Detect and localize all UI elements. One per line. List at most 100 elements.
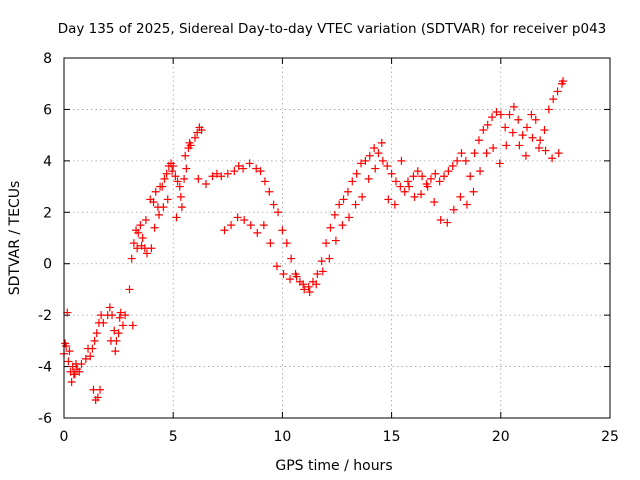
data-point [559, 77, 568, 86]
data-point [515, 141, 524, 150]
data-point [317, 257, 326, 266]
data-point [343, 187, 352, 196]
data-point [299, 280, 308, 289]
data-point [457, 149, 466, 158]
data-point [528, 133, 537, 142]
data-point [371, 164, 380, 173]
data-point [176, 192, 185, 201]
data-point [330, 210, 339, 219]
data-point [502, 141, 511, 150]
data-point [325, 254, 334, 263]
data-point [256, 167, 265, 176]
data-point [172, 213, 181, 222]
data-point [150, 223, 159, 232]
data-point [108, 311, 117, 320]
data-point [466, 172, 475, 181]
data-point [364, 174, 373, 183]
series-sdtvar [60, 77, 568, 404]
data-point [312, 280, 321, 289]
data-point [378, 156, 387, 165]
data-point [92, 329, 101, 338]
data-point [338, 221, 347, 230]
data-point [114, 329, 123, 338]
data-point [90, 336, 99, 345]
data-point [93, 393, 102, 402]
data-point [217, 172, 226, 181]
data-point [318, 267, 327, 276]
data-point [118, 321, 127, 330]
data-point [453, 156, 462, 165]
data-point [246, 221, 255, 230]
data-point [240, 216, 249, 224]
data-point [370, 144, 379, 152]
data-point [444, 167, 453, 176]
data-point [233, 213, 242, 222]
data-point [335, 200, 344, 209]
data-point [397, 156, 406, 165]
data-point [417, 190, 426, 199]
data-point [182, 164, 191, 173]
y-tick-label: 8 [43, 51, 52, 67]
data-point [384, 195, 393, 204]
data-point [125, 285, 134, 294]
data-point [278, 226, 287, 235]
data-point [527, 110, 536, 119]
data-point [269, 200, 278, 209]
data-point [259, 221, 268, 230]
data-point [116, 308, 125, 317]
data-point [403, 177, 412, 186]
data-point [252, 164, 261, 173]
data-point [358, 192, 367, 201]
data-point [523, 123, 532, 132]
data-point [391, 177, 400, 186]
data-point [541, 146, 550, 155]
data-point [63, 308, 72, 317]
x-axis-label: GPS time / hours [275, 458, 392, 474]
data-point [175, 182, 184, 191]
data-point [292, 272, 301, 281]
data-point [245, 159, 254, 168]
data-point [436, 216, 445, 224]
data-point [540, 126, 549, 134]
data-point [305, 288, 314, 296]
data-point [326, 223, 335, 232]
data-point [69, 370, 78, 379]
data-point [531, 115, 540, 124]
data-point [405, 182, 414, 191]
data-point [133, 244, 142, 253]
data-point [492, 108, 501, 116]
data-point [300, 285, 309, 294]
data-point [352, 169, 361, 178]
chart-title: Day 135 of 2025, Sidereal Day-to-day VTE… [58, 21, 607, 37]
data-point [476, 167, 485, 176]
data-point [86, 352, 95, 361]
data-point [129, 239, 138, 248]
data-point [158, 182, 167, 191]
data-point [138, 234, 147, 242]
data-point [390, 200, 399, 209]
data-point [160, 174, 169, 183]
data-point [286, 275, 295, 284]
data-point [482, 149, 491, 158]
data-point [470, 149, 479, 158]
data-point [479, 126, 488, 134]
x-tick-label: 5 [169, 429, 178, 445]
axis-ticks: 0 5 10 15 20 25 -6 -4 -2 0 2 4 6 8 [38, 51, 619, 445]
data-point [521, 151, 530, 160]
data-point [201, 180, 210, 188]
data-point [443, 218, 452, 227]
y-tick-label: -2 [38, 308, 52, 324]
data-point [508, 128, 517, 137]
data-point [505, 110, 514, 119]
data-point [239, 164, 248, 173]
data-point [253, 228, 262, 237]
y-tick-label: 4 [43, 154, 52, 170]
data-point [501, 123, 510, 132]
data-point [535, 144, 544, 152]
data-point [365, 151, 374, 160]
data-point [279, 270, 288, 278]
data-point [387, 169, 396, 178]
data-point [383, 162, 392, 170]
